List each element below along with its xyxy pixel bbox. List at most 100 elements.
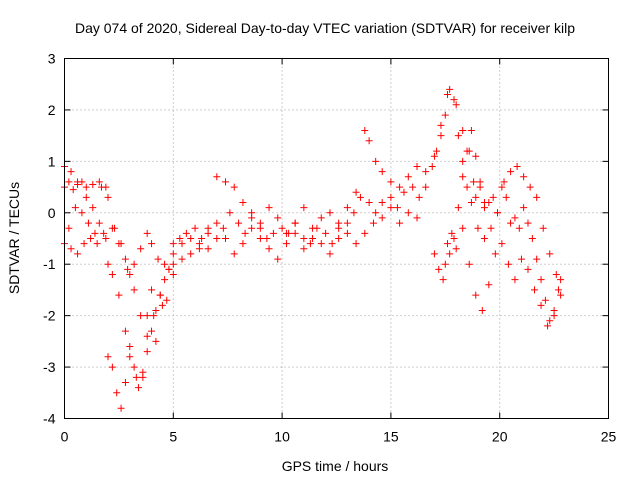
- data-point: [230, 183, 238, 191]
- data-point: [552, 271, 560, 278]
- data-point: [454, 132, 462, 140]
- data-point: [291, 219, 299, 227]
- data-point: [352, 240, 360, 248]
- data-point: [446, 250, 454, 258]
- data-point: [396, 219, 404, 227]
- data-point: [476, 183, 484, 191]
- data-point: [515, 224, 523, 232]
- data-point: [387, 204, 395, 212]
- data-point: [222, 235, 230, 242]
- data-point: [520, 204, 528, 212]
- data-point: [82, 193, 90, 201]
- data-point: [546, 250, 554, 258]
- data-point: [158, 301, 166, 309]
- data-point: [152, 337, 160, 345]
- data-point: [335, 219, 343, 227]
- y-tick-label: 0: [48, 205, 56, 221]
- y-tick-label: -3: [43, 359, 56, 375]
- y-tick-label: -1: [43, 256, 56, 272]
- data-point: [213, 219, 221, 227]
- data-point: [528, 235, 536, 242]
- data-point: [378, 199, 386, 206]
- x-tick-label: 0: [61, 429, 69, 445]
- data-point: [219, 224, 227, 232]
- data-point: [198, 235, 206, 242]
- data-point: [404, 173, 412, 181]
- data-point: [169, 271, 177, 278]
- data-point: [126, 271, 134, 278]
- data-point: [378, 168, 386, 176]
- data-point: [291, 229, 299, 237]
- data-point: [511, 214, 519, 222]
- data-point: [143, 348, 151, 356]
- data-point: [213, 173, 221, 181]
- data-point: [248, 224, 256, 232]
- data-point: [439, 276, 447, 284]
- data-point: [230, 250, 238, 258]
- grid: [64, 58, 609, 419]
- data-point: [137, 312, 145, 320]
- data-point: [195, 240, 203, 248]
- data-point: [452, 245, 460, 253]
- plot-frame: [64, 58, 609, 419]
- data-point: [500, 178, 508, 186]
- data-point: [82, 183, 90, 191]
- data-point: [544, 322, 552, 330]
- data-point: [282, 240, 290, 248]
- data-point: [413, 163, 421, 170]
- data-point: [89, 181, 97, 188]
- data-point: [467, 127, 475, 134]
- data-point: [350, 209, 358, 217]
- data-point: [148, 240, 156, 248]
- data-point: [278, 224, 286, 232]
- data-point: [235, 219, 243, 227]
- data-point: [139, 373, 147, 381]
- data-point: [239, 199, 247, 206]
- x-tick-label: 15: [383, 429, 399, 445]
- data-point: [526, 183, 534, 191]
- data-point: [422, 168, 430, 176]
- data-point: [71, 204, 79, 212]
- data-point: [111, 224, 119, 232]
- data-point: [113, 389, 121, 397]
- data-point: [452, 101, 460, 109]
- data-point: [274, 214, 282, 222]
- data-point: [441, 260, 449, 268]
- data-point: [437, 132, 445, 140]
- data-point: [132, 373, 140, 381]
- data-point: [443, 240, 451, 248]
- data-point: [524, 219, 532, 227]
- data-point: [539, 224, 547, 232]
- data-point: [191, 224, 199, 232]
- data-point: [554, 286, 562, 294]
- data-point: [489, 193, 497, 201]
- y-tick-label: 3: [48, 51, 56, 67]
- data-point: [178, 240, 186, 248]
- data-point: [428, 163, 436, 170]
- data-point: [365, 199, 373, 206]
- data-point: [478, 307, 486, 314]
- data-point: [498, 183, 506, 191]
- data-point: [463, 147, 471, 155]
- data-point: [550, 312, 558, 320]
- data-point: [361, 229, 369, 237]
- data-point: [148, 327, 156, 335]
- data-point: [446, 85, 454, 93]
- data-point: [520, 173, 528, 181]
- data-point: [454, 204, 462, 212]
- data-point: [450, 235, 458, 242]
- data-point: [485, 281, 493, 289]
- data-point: [328, 240, 336, 248]
- data-point: [121, 327, 129, 335]
- data-point: [130, 260, 138, 268]
- data-point: [309, 235, 317, 242]
- data-point: [204, 229, 212, 237]
- data-point: [365, 137, 373, 145]
- data-point: [430, 152, 438, 160]
- data-point: [239, 240, 247, 248]
- data-point: [89, 204, 97, 212]
- data-point: [148, 286, 156, 294]
- data-point: [282, 229, 290, 237]
- data-point: [80, 240, 88, 248]
- data-point: [322, 229, 330, 237]
